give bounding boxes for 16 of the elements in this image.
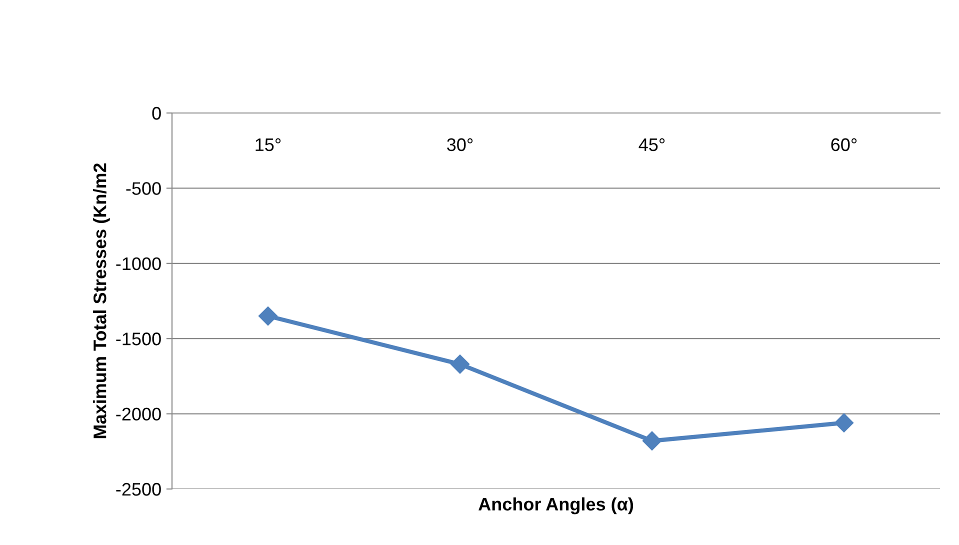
y-tick-label: 0: [152, 106, 161, 120]
x-tick-label: 60°: [831, 138, 857, 152]
y-tick-label: -1500: [116, 332, 161, 346]
y-tick-label: -500: [126, 182, 161, 195]
x-axis-title: Anchor Angles (α): [478, 497, 634, 514]
point: [258, 306, 278, 326]
x-tick-label: 45°: [638, 138, 665, 152]
y-tick-label: -2000: [116, 408, 161, 421]
point: [642, 431, 662, 450]
x-tick-label: 15°: [256, 138, 281, 152]
y-axis-title: Maximum Total Stresses (Kn/m2: [93, 163, 110, 438]
point: [450, 354, 470, 374]
y-tick-label: -1000: [116, 257, 161, 270]
y-tick-label: -2500: [116, 482, 161, 496]
x-tick-label: 30°: [447, 138, 473, 152]
point: [834, 413, 854, 432]
